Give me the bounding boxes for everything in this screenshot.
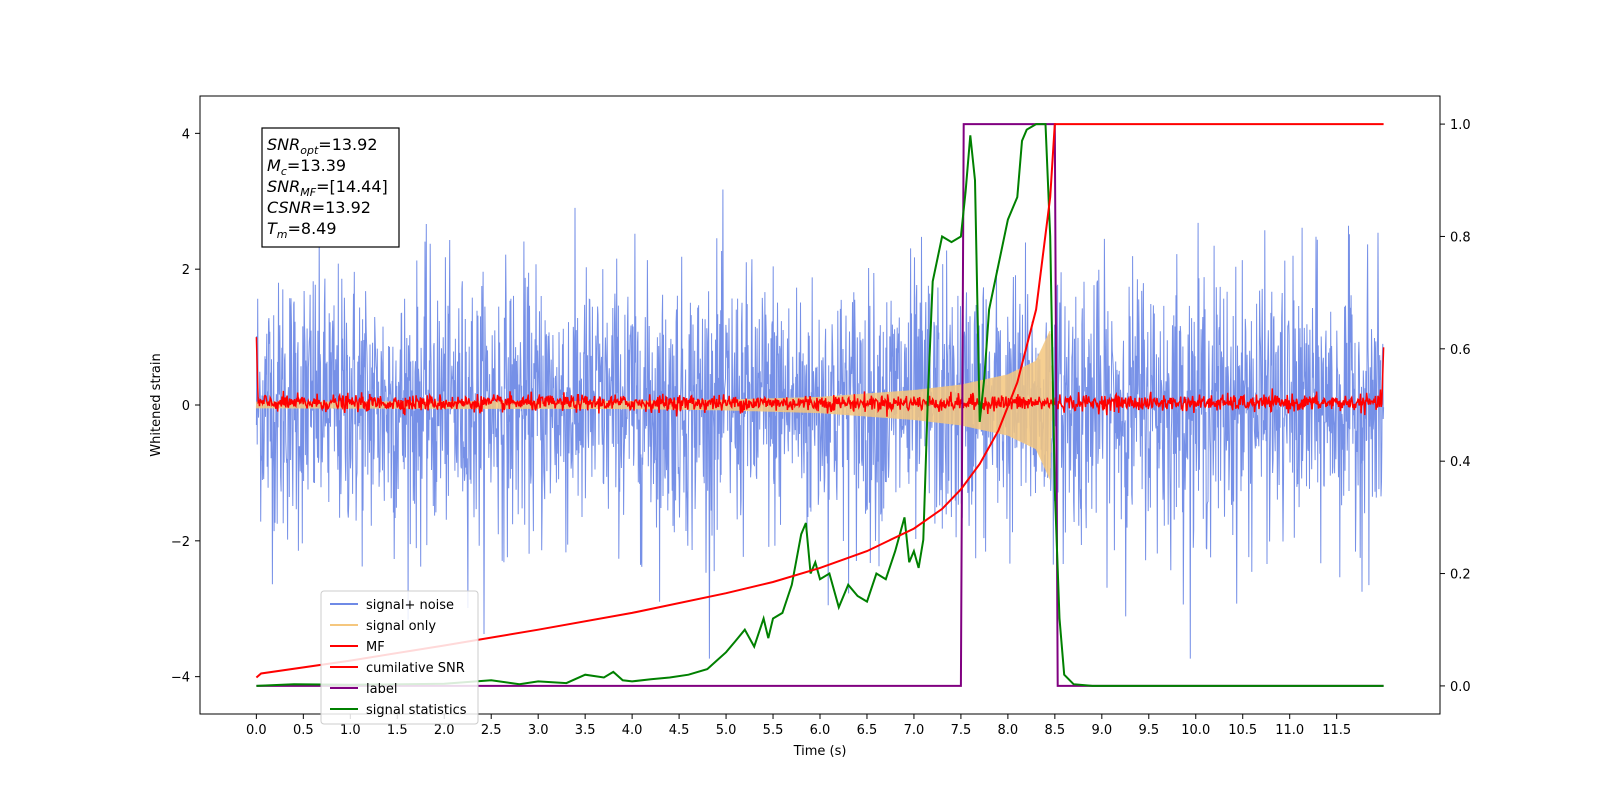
y-tick-label-left: 0 [182,399,190,414]
x-tick-label: 5.0 [716,723,737,738]
x-tick-label: 8.0 [998,723,1019,738]
annotation-line: CSNR=13.92 [267,198,371,217]
x-axis-label: Time (s) [793,744,847,759]
legend-entry-label: label [366,682,397,697]
plot-area [255,123,1385,687]
stats-annotation-box: SNRopt=13.92Mc=13.39SNRMF=[14.44]CSNR=13… [261,127,400,248]
x-tick-label: 2.5 [481,723,502,738]
x-tick-label: 1.5 [387,723,408,738]
annotation-line: SNRMF=[14.44] [267,177,388,199]
legend-entry-label: signal+ noise [366,598,454,613]
legend-entry-label: cumilative SNR [366,661,465,676]
series-line-mf [255,337,1385,417]
x-tick-label: 3.0 [528,723,549,738]
x-tick-label: 11.0 [1275,723,1304,738]
y-tick-label-right: 0.0 [1450,680,1471,695]
annotation-frame [261,127,400,248]
x-tick-label: 9.0 [1091,723,1112,738]
y-tick-label-right: 0.6 [1450,343,1471,358]
x-tick-label: 10.0 [1181,723,1210,738]
legend-entry-label: signal only [366,619,436,634]
x-tick-label: 0.0 [246,723,267,738]
legend: signal+ noise signal only MF cumilative SNR… [320,590,479,725]
legend-entry-label: signal statistics [366,703,467,718]
x-tick-label: 11.5 [1322,723,1351,738]
x-tick-label: 4.5 [669,723,690,738]
y-tick-label-left: 4 [182,127,190,142]
x-tick-label: 3.5 [575,723,596,738]
y-axis-left: 4 2 0 −2 −4 [171,127,200,686]
y-tick-label-left: 2 [182,263,190,278]
x-tick-label: 2.0 [434,723,455,738]
legend-entry-label: MF [366,640,385,655]
legend-frame [320,590,479,725]
x-tick-label: 9.5 [1138,723,1159,738]
y-tick-label-left: −4 [171,671,190,686]
y-tick-label-left: −2 [171,535,190,550]
x-tick-label: 8.5 [1045,723,1066,738]
x-tick-label: 10.5 [1228,723,1257,738]
x-tick-label: 7.0 [904,723,925,738]
annotation-line: SNRopt=13.92 [267,135,378,157]
x-tick-label: 6.5 [857,723,878,738]
annotation-line: Mc=13.39 [267,156,346,178]
x-tick-label: 4.0 [622,723,643,738]
y-axis-label: Whitened strain [149,353,164,456]
x-axis: 0.0 0.5 1.0 1.5 2.0 2.5 3.0 3.5 4.0 4.5 5.0 5.5 6.0 6… [246,714,1351,738]
x-tick-label: 5.5 [763,723,784,738]
y-tick-label-right: 1.0 [1450,118,1471,133]
series-line-signal-noise [255,189,1385,659]
y-tick-label-right: 0.2 [1450,568,1471,583]
annotation-line: Tm=8.49 [267,219,337,241]
series-line-signal-statistics [256,123,1384,687]
x-tick-label: 1.0 [340,723,361,738]
x-tick-label: 6.0 [810,723,831,738]
y-axis-right: 1.0 0.8 0.6 0.4 0.2 0.0 [1440,118,1471,695]
x-tick-label: 7.5 [951,723,972,738]
x-tick-label: 0.5 [293,723,314,738]
y-tick-label-right: 0.8 [1450,230,1471,245]
y-tick-label-right: 0.4 [1450,455,1471,470]
